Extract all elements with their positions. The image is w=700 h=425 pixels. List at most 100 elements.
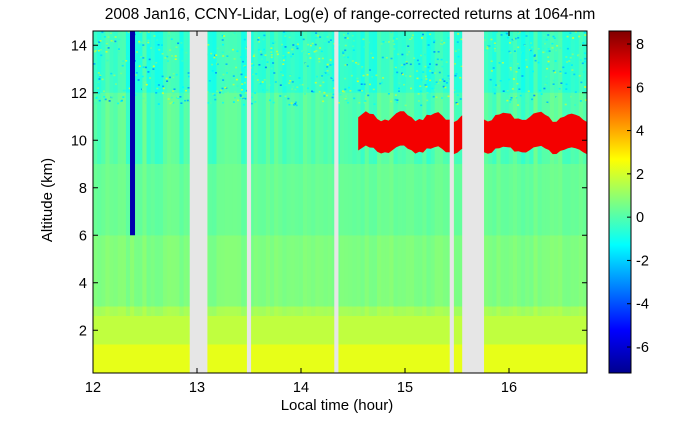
- heatmap-speckle: [99, 74, 102, 77]
- heatmap-speckle: [222, 43, 224, 46]
- heatmap-speckle: [139, 56, 142, 58]
- heatmap-speckle: [326, 66, 329, 68]
- heatmap-speckle: [170, 38, 173, 40]
- heatmap-cell: [484, 164, 489, 236]
- heatmap-speckle: [409, 37, 412, 39]
- heatmap-speckle: [518, 31, 521, 33]
- heatmap-speckle: [455, 73, 458, 75]
- heatmap-speckle: [545, 38, 548, 41]
- heatmap-speckle: [547, 63, 550, 66]
- heatmap-cell: [142, 235, 148, 307]
- heatmap-cell: [261, 31, 267, 93]
- heatmap-speckle: [141, 41, 144, 44]
- heatmap-cell: [93, 92, 98, 164]
- heatmap-speckle: [553, 37, 556, 39]
- heatmap-speckle: [351, 88, 354, 91]
- heatmap-cell: [558, 235, 563, 307]
- heatmap-speckle: [342, 54, 345, 57]
- heatmap-speckle: [117, 102, 120, 105]
- heatmap-speckle: [226, 72, 228, 74]
- heatmap-speckle: [314, 43, 317, 46]
- heatmap-speckle: [263, 79, 266, 81]
- heatmap-speckle: [144, 66, 147, 69]
- heatmap-speckle: [235, 66, 238, 69]
- heatmap-speckle: [222, 79, 225, 81]
- heatmap-speckle: [432, 95, 435, 98]
- colorbar-tick-label: 8: [636, 37, 644, 53]
- heatmap-cell: [447, 31, 452, 93]
- heatmap-cell: [146, 235, 152, 307]
- heatmap-speckle: [525, 35, 528, 37]
- heatmap-cell: [504, 235, 510, 307]
- heatmap-speckle: [296, 47, 299, 50]
- heatmap-cell: [352, 92, 358, 164]
- heatmap-speckle: [294, 88, 297, 91]
- heatmap-speckle: [100, 54, 103, 57]
- heatmap-speckle: [355, 61, 358, 64]
- heatmap-speckle: [167, 35, 170, 37]
- heatmap-cell: [356, 164, 362, 236]
- heatmap-speckle: [344, 98, 347, 100]
- heatmap-cell: [282, 235, 288, 307]
- heatmap-speckle: [137, 79, 140, 81]
- heatmap-speckle: [169, 49, 172, 51]
- heatmap-speckle: [169, 102, 172, 105]
- heatmap-speckle: [439, 43, 442, 45]
- heatmap-speckle: [523, 44, 526, 47]
- heatmap-speckle: [495, 84, 497, 86]
- heatmap-cell: [426, 164, 432, 236]
- heatmap-speckle: [370, 52, 373, 55]
- heatmap-speckle: [252, 73, 254, 76]
- heatmap-cell: [430, 164, 436, 236]
- heatmap-cell: [360, 31, 366, 93]
- heatmap-cell: [274, 164, 279, 236]
- heatmap-speckle: [490, 70, 493, 72]
- heatmap-speckle: [110, 32, 112, 35]
- heatmap-speckle: [114, 36, 117, 38]
- heatmap-speckle: [216, 90, 219, 93]
- heatmap-speckle: [566, 35, 569, 38]
- heatmap-cell: [447, 235, 452, 307]
- heatmap-speckle: [543, 51, 546, 53]
- heatmap-speckle: [173, 88, 176, 90]
- heatmap-speckle: [357, 63, 360, 65]
- heatmap-speckle: [258, 64, 261, 66]
- heatmap-speckle: [175, 73, 178, 76]
- heatmap-cell: [409, 31, 415, 93]
- heatmap-cell: [171, 92, 176, 164]
- heatmap-speckle: [394, 94, 397, 96]
- heatmap-cell: [253, 92, 259, 164]
- data-gaps: [189, 31, 485, 373]
- heatmap-speckle: [518, 88, 521, 90]
- heatmap-speckle: [540, 93, 543, 95]
- heatmap-speckle: [515, 96, 518, 99]
- heatmap-speckle: [233, 58, 236, 60]
- heatmap-speckle: [320, 88, 323, 90]
- heatmap-speckle: [224, 86, 227, 89]
- heatmap-speckle: [147, 41, 150, 44]
- heatmap-speckle: [240, 73, 243, 76]
- heatmap-speckle: [142, 66, 145, 68]
- heatmap-speckle: [317, 34, 319, 37]
- heatmap-speckle: [162, 87, 165, 90]
- heatmap-cell: [171, 235, 176, 307]
- heatmap-cell: [352, 164, 358, 236]
- heatmap-cell: [179, 92, 185, 164]
- heatmap-speckle: [545, 77, 548, 80]
- heatmap-speckle: [180, 102, 183, 104]
- heatmap-cell: [286, 92, 292, 164]
- heatmap-cell: [393, 235, 399, 307]
- heatmap-speckle: [263, 48, 266, 51]
- heatmap-cell: [504, 31, 510, 93]
- y-tick-label: 8: [79, 181, 87, 197]
- heatmap-speckle: [276, 53, 279, 56]
- heatmap-speckle: [220, 89, 223, 92]
- heatmap-speckle: [500, 34, 503, 36]
- aerosol-layer-band: [93, 316, 587, 345]
- heatmap-speckle: [170, 101, 173, 104]
- heatmap-speckle: [241, 96, 244, 99]
- heatmap-speckle: [242, 98, 245, 101]
- heatmap-speckle: [222, 101, 224, 104]
- heatmap-speckle: [559, 47, 562, 49]
- x-tick-label: 13: [189, 380, 205, 396]
